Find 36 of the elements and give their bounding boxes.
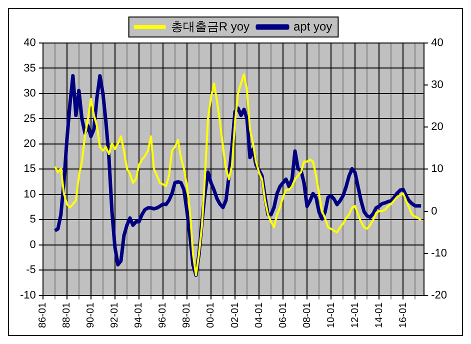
x-tick-label: 90-01 xyxy=(86,302,97,328)
y2-tick-label: 10 xyxy=(431,163,444,176)
y-tick-label: 15 xyxy=(24,163,36,176)
x-tick-label: 12-01 xyxy=(350,302,361,328)
x-tick-label: 02-01 xyxy=(230,302,241,328)
x-tick-label: 06-01 xyxy=(278,302,289,328)
x-tick-label: 10-01 xyxy=(326,302,337,328)
legend-label: 총대출금R yoy xyxy=(170,19,250,34)
y2-tick-label: -10 xyxy=(431,247,448,260)
x-tick-label: 86-01 xyxy=(38,302,49,328)
x-tick-label: 98-01 xyxy=(182,302,193,328)
y-tick-label: -5 xyxy=(26,264,36,276)
y-tick-label: 40 xyxy=(24,37,36,50)
y-tick-label: -10 xyxy=(20,289,36,302)
y2-tick-label: -20 xyxy=(431,289,448,302)
x-tick-label: 96-01 xyxy=(158,302,169,328)
x-tick-label: 92-01 xyxy=(110,302,121,328)
x-tick-label: 16-01 xyxy=(398,302,409,328)
y2-tick-label: 20 xyxy=(431,121,444,134)
y-tick-label: 20 xyxy=(24,138,36,150)
y-tick-label: 25 xyxy=(24,112,36,125)
x-tick-label: 08-01 xyxy=(302,302,313,328)
y2-tick-label: 40 xyxy=(431,37,444,50)
x-tick-label: 00-01 xyxy=(206,302,217,328)
y2-tick-label: 0 xyxy=(431,205,438,218)
legend-label: apt yoy xyxy=(293,19,332,34)
y2-tick-label: 30 xyxy=(431,79,444,92)
x-tick-label: 94-01 xyxy=(134,302,145,328)
x-tick-label: 88-01 xyxy=(62,302,73,328)
y-tick-label: 30 xyxy=(24,88,36,100)
x-tick-label: 04-01 xyxy=(254,302,265,328)
y-tick-label: 35 xyxy=(24,62,36,74)
y-tick-label: 5 xyxy=(30,214,36,226)
x-tick-label: 14-01 xyxy=(374,302,385,328)
y-tick-label: 0 xyxy=(30,238,36,251)
y-tick-label: 10 xyxy=(24,188,36,200)
